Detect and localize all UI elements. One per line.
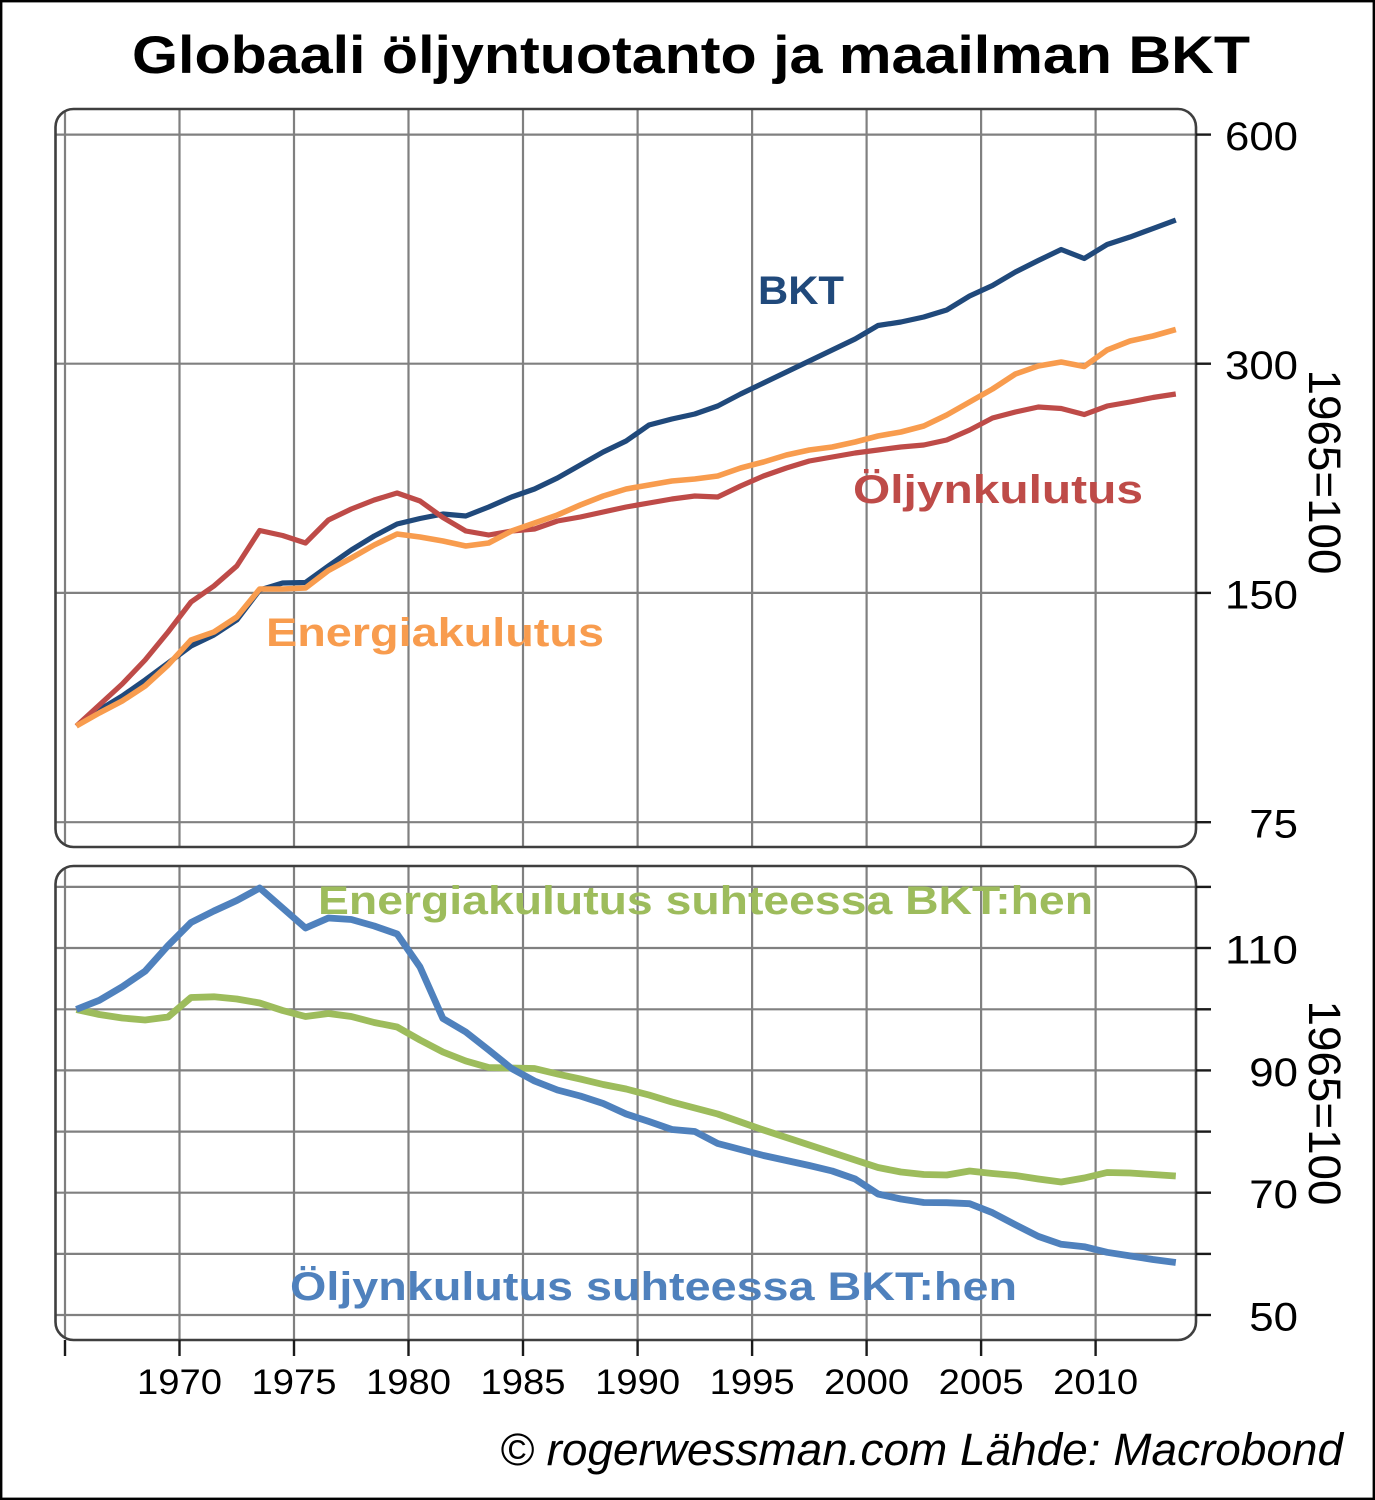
svg-text:Öljynkulutus suhteessa BKT:hen: Öljynkulutus suhteessa BKT:hen bbox=[290, 1264, 1017, 1309]
svg-text:300: 300 bbox=[1225, 344, 1298, 388]
svg-text:Globaali öljyntuotanto ja maai: Globaali öljyntuotanto ja maailman BKT bbox=[132, 26, 1250, 85]
svg-text:600: 600 bbox=[1225, 115, 1298, 159]
svg-text:2000: 2000 bbox=[824, 1363, 909, 1402]
svg-text:2010: 2010 bbox=[1053, 1363, 1138, 1402]
svg-text:75: 75 bbox=[1249, 803, 1298, 847]
svg-text:1970: 1970 bbox=[137, 1363, 222, 1402]
svg-text:1965=100: 1965=100 bbox=[1299, 370, 1350, 575]
svg-text:Öljynkulutus: Öljynkulutus bbox=[853, 467, 1143, 512]
svg-text:© rogerwessman.com Lähde: Macr: © rogerwessman.com Lähde: Macrobond bbox=[500, 1424, 1345, 1475]
svg-text:1965=100: 1965=100 bbox=[1299, 1001, 1350, 1206]
svg-text:150: 150 bbox=[1225, 573, 1298, 617]
svg-text:1995: 1995 bbox=[710, 1363, 795, 1402]
svg-text:70: 70 bbox=[1249, 1173, 1298, 1217]
svg-text:Energiakulutus suhteessa BKT:h: Energiakulutus suhteessa BKT:hen bbox=[318, 879, 1093, 923]
svg-text:1980: 1980 bbox=[366, 1363, 451, 1402]
svg-text:50: 50 bbox=[1249, 1296, 1298, 1340]
svg-text:Energiakulutus: Energiakulutus bbox=[266, 611, 604, 655]
svg-text:1985: 1985 bbox=[481, 1363, 566, 1402]
svg-text:2005: 2005 bbox=[939, 1363, 1024, 1402]
svg-text:110: 110 bbox=[1225, 929, 1298, 973]
svg-text:1975: 1975 bbox=[252, 1363, 337, 1402]
svg-text:90: 90 bbox=[1249, 1051, 1298, 1095]
svg-text:BKT: BKT bbox=[758, 269, 844, 313]
svg-text:1990: 1990 bbox=[595, 1363, 680, 1402]
